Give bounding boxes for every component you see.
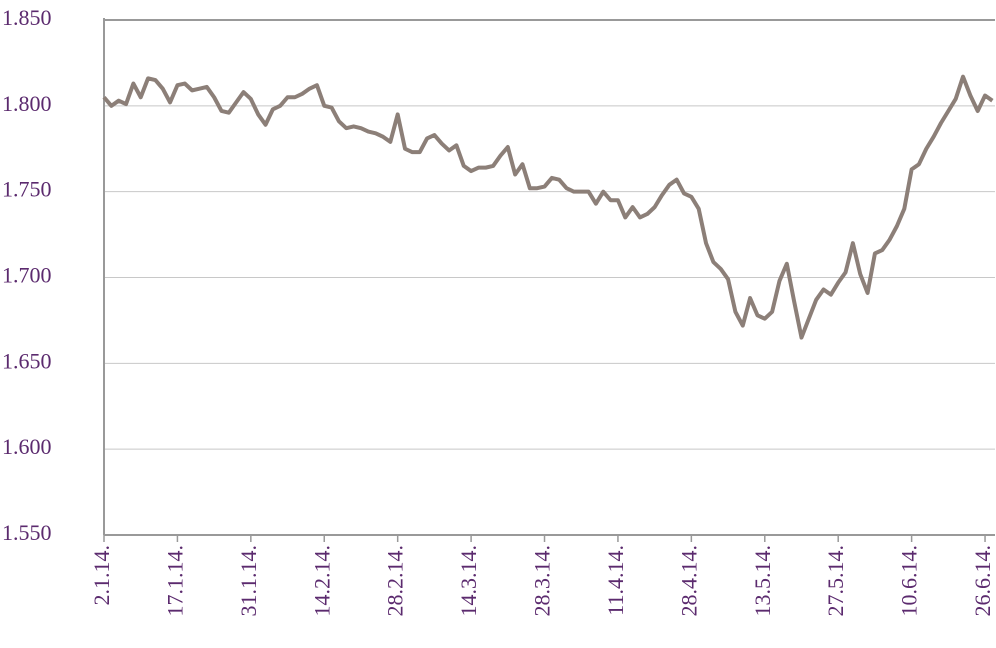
x-tick-label: 14.3.14. [456,545,481,617]
x-tick-label: 14.2.14. [309,545,334,617]
y-tick-label: 1.650 [2,348,52,373]
y-tick-label: 1.800 [2,91,52,116]
x-tick-label: 27.5.14. [823,545,848,617]
x-tick-label: 10.6.14. [897,545,922,617]
x-tick-label: 13.5.14. [750,545,775,617]
y-tick-label: 1.700 [2,263,52,288]
x-tick-label: 17.1.14. [162,545,187,617]
x-tick-label: 11.4.14. [603,545,628,616]
x-tick-label: 28.2.14. [383,545,408,617]
x-tick-label: 2.1.14. [89,545,114,606]
x-tick-label: 31.1.14. [236,545,261,617]
x-tick-label: 28.3.14. [530,545,555,617]
y-tick-label: 1.750 [2,177,52,202]
data-line [102,74,994,340]
x-tick-label: 28.4.14. [676,545,701,617]
x-tick-label: 26.6.14. [970,545,995,617]
y-tick-label: 1.850 [2,5,52,30]
y-tick-label: 1.600 [2,434,52,459]
y-tick-label: 1.550 [2,520,52,545]
